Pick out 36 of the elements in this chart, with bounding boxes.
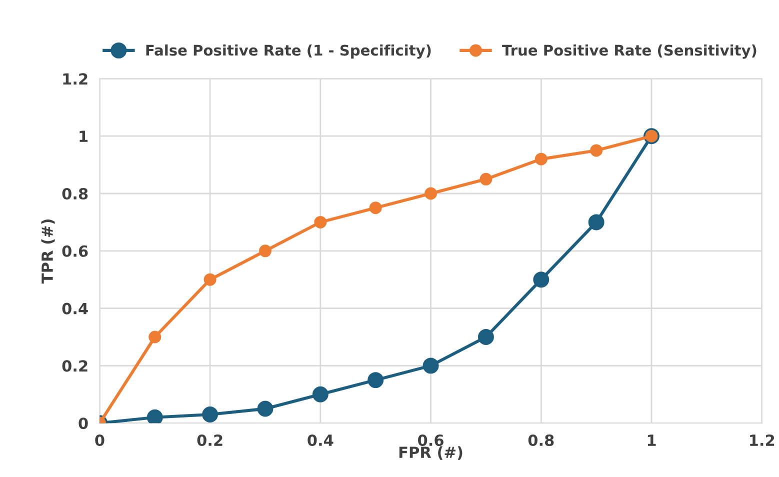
point — [312, 386, 328, 402]
y-tick-label: 0 — [78, 418, 88, 430]
y-tick-label: 1.2 — [63, 73, 88, 85]
point — [588, 214, 604, 230]
point — [480, 172, 492, 186]
y-tick-label: 1 — [80, 130, 88, 142]
point — [590, 144, 603, 157]
point — [478, 329, 494, 345]
y-tick-label: 0.8 — [62, 188, 88, 200]
point — [204, 273, 216, 286]
x-axis-title: FPR (#) — [399, 446, 462, 460]
point — [259, 244, 272, 258]
point — [202, 406, 218, 422]
legend-label: True Positive Rate (Sensitivity) — [502, 44, 756, 59]
point — [533, 272, 550, 288]
point — [368, 372, 384, 388]
point — [369, 202, 382, 214]
legend-label: False Positive Rate (1 - Specificity) — [146, 44, 431, 59]
x-tick-label: 0.8 — [528, 434, 554, 446]
y-axis-title: TPR (#) — [41, 219, 55, 284]
x-tick-label: 0.6 — [418, 434, 444, 446]
x-tick-label: 1.2 — [750, 434, 774, 446]
y-tick-label: 0.4 — [62, 302, 88, 314]
x-tick-label: 0 — [95, 434, 104, 446]
point — [314, 216, 327, 228]
x-tick-label: 1 — [648, 434, 656, 446]
x-tick-label: 0.4 — [308, 434, 334, 446]
point — [422, 358, 439, 374]
point — [146, 409, 163, 424]
y-tick-label: 0.2 — [62, 360, 88, 372]
point — [148, 330, 162, 344]
y-tick-label: 0.6 — [62, 245, 88, 257]
x-tick-label: 0.2 — [197, 434, 222, 446]
point — [257, 400, 274, 417]
point — [534, 152, 548, 166]
point — [424, 187, 438, 200]
